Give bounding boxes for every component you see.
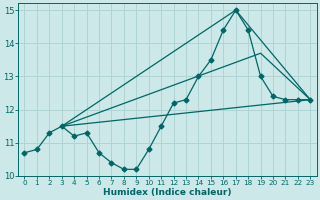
X-axis label: Humidex (Indice chaleur): Humidex (Indice chaleur) xyxy=(103,188,232,197)
